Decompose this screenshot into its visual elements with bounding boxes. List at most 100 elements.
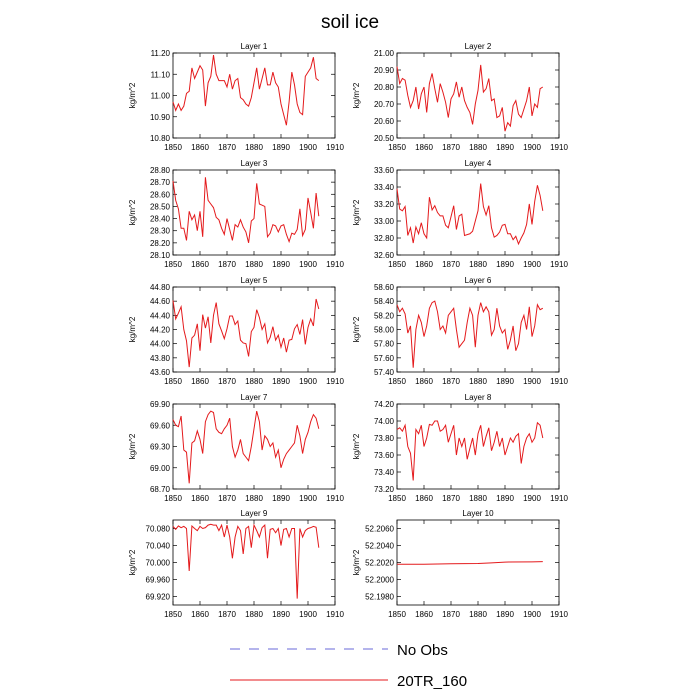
x-tick-label: 1890 bbox=[496, 260, 514, 269]
x-tick-label: 1870 bbox=[218, 494, 236, 503]
y-tick-label: 43.80 bbox=[150, 354, 171, 363]
y-tick-label: 69.920 bbox=[146, 593, 171, 602]
x-tick-label: 1850 bbox=[388, 610, 406, 619]
y-tick-label: 74.20 bbox=[374, 400, 395, 409]
x-tick-label: 1910 bbox=[550, 377, 568, 386]
panel-8: Layer 8 1850 1860 1870 1880 1890 1900 1910 73.20… bbox=[352, 393, 568, 503]
x-tick-label: 1910 bbox=[326, 260, 344, 269]
x-tick-label: 1870 bbox=[218, 143, 236, 152]
y-tick-label: 32.80 bbox=[374, 234, 395, 243]
x-tick-label: 1850 bbox=[388, 494, 406, 503]
x-tick-label: 1870 bbox=[442, 494, 460, 503]
panel-10: Layer 10 1850 1860 1870 1880 1890 1900 1910 52.1… bbox=[352, 509, 568, 619]
x-tick-label: 1900 bbox=[523, 260, 541, 269]
x-tick-label: 1900 bbox=[523, 377, 541, 386]
x-tick-label: 1890 bbox=[496, 610, 514, 619]
x-tick-label: 1900 bbox=[299, 260, 317, 269]
y-tick-label: 28.30 bbox=[150, 227, 171, 236]
y-tick-label: 28.60 bbox=[150, 190, 171, 199]
y-axis-label: kg/m^2 bbox=[352, 549, 361, 575]
panel-title: Layer 7 bbox=[241, 393, 268, 402]
y-tick-label: 33.40 bbox=[374, 183, 395, 192]
y-tick-label: 52.2040 bbox=[365, 542, 394, 551]
y-axis-label: kg/m^2 bbox=[352, 199, 361, 225]
x-tick-label: 1860 bbox=[191, 260, 209, 269]
plot-frame bbox=[172, 52, 336, 139]
x-tick-label: 1860 bbox=[191, 377, 209, 386]
series-line-20tr-160 bbox=[172, 177, 320, 244]
x-tick-label: 1870 bbox=[442, 610, 460, 619]
y-tick-label: 58.00 bbox=[374, 326, 395, 335]
y-tick-label: 52.2060 bbox=[365, 525, 394, 534]
panel-3: Layer 3 1850 1860 1870 1880 1890 1900 1910 28.10… bbox=[128, 159, 344, 269]
panel-title: Layer 5 bbox=[241, 276, 268, 285]
x-tick-label: 1900 bbox=[523, 143, 541, 152]
x-tick-label: 1910 bbox=[550, 494, 568, 503]
x-tick-label: 1850 bbox=[388, 377, 406, 386]
x-tick-label: 1880 bbox=[469, 143, 487, 152]
panel-title: Layer 4 bbox=[465, 159, 492, 168]
x-tick-label: 1890 bbox=[496, 143, 514, 152]
y-tick-label: 20.70 bbox=[374, 100, 395, 109]
panel-6: Layer 6 1850 1860 1870 1880 1890 1900 1910 57.40… bbox=[352, 276, 568, 386]
x-tick-label: 1860 bbox=[415, 260, 433, 269]
x-tick-label: 1880 bbox=[245, 143, 263, 152]
x-tick-label: 1870 bbox=[442, 143, 460, 152]
y-tick-label: 33.00 bbox=[374, 217, 395, 226]
x-tick-label: 1880 bbox=[469, 494, 487, 503]
x-tick-label: 1900 bbox=[523, 494, 541, 503]
y-tick-label: 28.40 bbox=[150, 215, 171, 224]
y-tick-label: 52.1980 bbox=[365, 593, 394, 602]
panel-title: Layer 2 bbox=[465, 42, 492, 51]
y-tick-label: 28.10 bbox=[150, 251, 171, 260]
x-tick-label: 1850 bbox=[164, 143, 182, 152]
panel-2: Layer 2 1850 1860 1870 1880 1890 1900 1910 20.50… bbox=[352, 42, 568, 152]
y-tick-label: 70.040 bbox=[146, 542, 171, 551]
panel-title: Layer 9 bbox=[241, 509, 268, 518]
series-line-20tr-160 bbox=[396, 183, 544, 246]
y-tick-label: 57.80 bbox=[374, 340, 395, 349]
y-tick-label: 73.20 bbox=[374, 485, 395, 494]
x-tick-label: 1870 bbox=[218, 377, 236, 386]
y-tick-label: 58.20 bbox=[374, 311, 395, 320]
series-line-20tr-160 bbox=[172, 55, 320, 126]
y-tick-label: 28.80 bbox=[150, 166, 171, 175]
x-tick-label: 1860 bbox=[415, 494, 433, 503]
x-tick-label: 1880 bbox=[245, 494, 263, 503]
x-tick-label: 1890 bbox=[496, 494, 514, 503]
legend: No Obs 20TR_160 bbox=[230, 642, 467, 690]
y-axis-label: kg/m^2 bbox=[128, 433, 137, 459]
series-line-20tr-160 bbox=[172, 410, 320, 484]
x-tick-label: 1860 bbox=[415, 610, 433, 619]
y-tick-label: 21.00 bbox=[374, 49, 395, 58]
plot-frame bbox=[396, 519, 560, 606]
x-tick-label: 1880 bbox=[469, 610, 487, 619]
y-tick-label: 44.80 bbox=[150, 283, 171, 292]
x-tick-label: 1850 bbox=[164, 610, 182, 619]
x-tick-label: 1850 bbox=[164, 377, 182, 386]
x-tick-label: 1860 bbox=[191, 610, 209, 619]
series-line-20tr-160 bbox=[396, 64, 544, 132]
x-tick-label: 1860 bbox=[415, 143, 433, 152]
y-axis-label: kg/m^2 bbox=[128, 549, 137, 575]
x-tick-label: 1860 bbox=[415, 377, 433, 386]
y-tick-label: 32.60 bbox=[374, 251, 395, 260]
y-tick-label: 57.60 bbox=[374, 354, 395, 363]
x-tick-label: 1900 bbox=[299, 143, 317, 152]
y-axis-label: kg/m^2 bbox=[352, 433, 361, 459]
y-tick-label: 52.2020 bbox=[365, 559, 394, 568]
y-tick-label: 20.60 bbox=[374, 117, 395, 126]
y-tick-label: 43.60 bbox=[150, 368, 171, 377]
y-tick-label: 73.80 bbox=[374, 434, 395, 443]
y-tick-label: 44.00 bbox=[150, 340, 171, 349]
x-tick-label: 1860 bbox=[191, 494, 209, 503]
x-tick-label: 1910 bbox=[326, 143, 344, 152]
panel-title: Layer 6 bbox=[465, 276, 492, 285]
y-tick-label: 73.60 bbox=[374, 451, 395, 460]
panel-title: Layer 1 bbox=[241, 42, 268, 51]
x-tick-label: 1880 bbox=[469, 260, 487, 269]
y-tick-label: 68.70 bbox=[150, 485, 171, 494]
x-tick-label: 1900 bbox=[299, 377, 317, 386]
x-tick-label: 1870 bbox=[442, 260, 460, 269]
y-tick-label: 20.90 bbox=[374, 66, 395, 75]
